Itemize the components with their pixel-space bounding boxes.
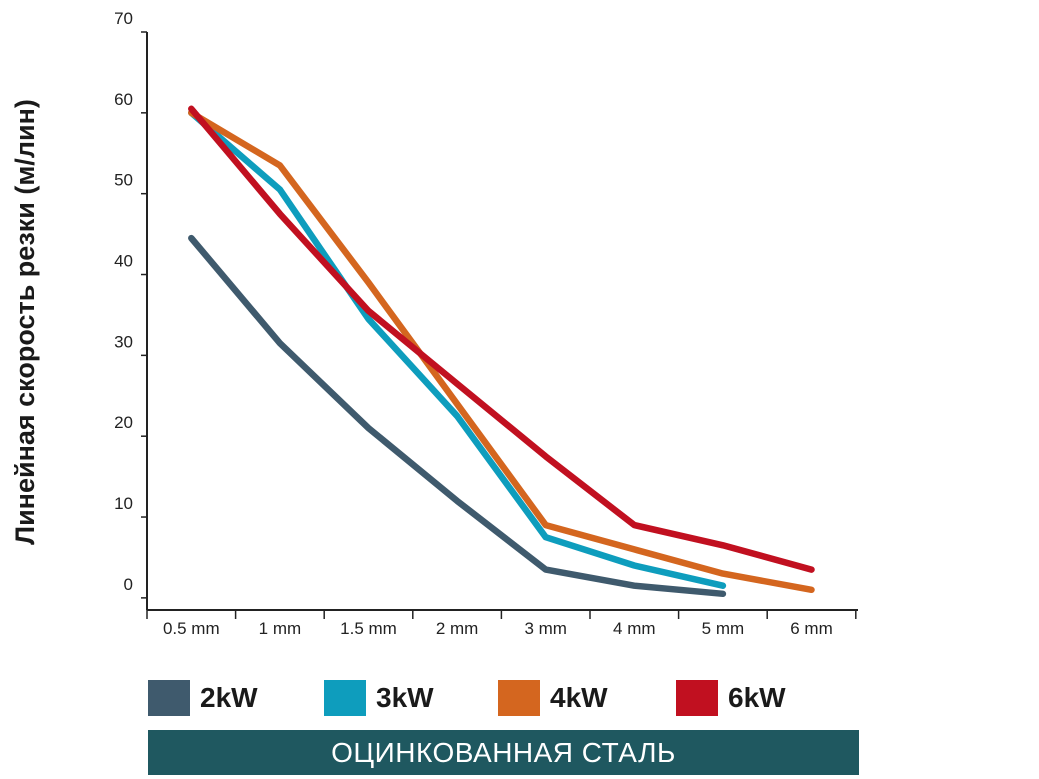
data-point-2kw <box>721 592 725 596</box>
legend-swatch-6kw <box>676 680 718 716</box>
x-tick-label: 3 mm <box>524 619 567 638</box>
data-point-3kw <box>721 584 725 588</box>
x-tick-label: 1.5 mm <box>340 619 397 638</box>
data-point-2kw <box>278 341 282 345</box>
data-point-4kw <box>721 572 725 576</box>
data-point-4kw <box>455 402 459 406</box>
series-line-3kw <box>188 109 727 589</box>
data-point-6kw <box>810 568 813 572</box>
data-point-2kw <box>632 584 636 588</box>
material-banner-text: ОЦИНКОВАННАЯ СТАЛЬ <box>331 736 676 768</box>
data-point-6kw <box>632 523 636 527</box>
data-point-4kw <box>367 281 370 285</box>
x-tick-label: 1 mm <box>259 619 302 638</box>
y-tick-label: 20 <box>114 413 133 432</box>
data-point-6kw <box>189 107 193 111</box>
legend-label-4kw: 4kW <box>550 682 608 713</box>
data-point-2kw <box>367 426 370 430</box>
x-tick-label: 6 mm <box>790 619 833 638</box>
data-point-6kw <box>367 309 370 313</box>
data-point-4kw <box>632 547 636 551</box>
y-axis-title: Линейная скорость резки (м/лин) <box>10 99 40 545</box>
series-line-6kw <box>188 105 815 573</box>
data-point-6kw <box>721 543 725 547</box>
y-tick-label: 40 <box>114 252 133 271</box>
legend-swatch-3kw <box>324 680 366 716</box>
data-point-6kw <box>455 382 459 386</box>
legend-label-2kw: 2kW <box>200 682 258 713</box>
data-point-3kw <box>278 188 282 192</box>
series-lines <box>188 105 815 598</box>
x-tick-label: 0.5 mm <box>163 619 220 638</box>
data-point-6kw <box>278 212 282 216</box>
x-tick-label: 4 mm <box>613 619 656 638</box>
legend-item-2kw: 2kW <box>148 678 258 718</box>
legend-item-4kw: 4kW <box>498 678 608 718</box>
legend: 2kW 3kW 4kW 6kW <box>148 678 868 718</box>
legend-label-3kw: 3kW <box>376 682 434 713</box>
y-tick-label: 60 <box>114 90 133 109</box>
series-line-4kw <box>188 109 815 594</box>
y-tick-label: 0 <box>124 575 133 594</box>
data-point-4kw <box>544 523 548 527</box>
x-tick-label: 5 mm <box>702 619 745 638</box>
data-point-6kw <box>544 454 548 458</box>
legend-label-6kw: 6kW <box>728 682 786 713</box>
data-point-3kw <box>455 414 459 418</box>
y-axis: 0 10 20 30 40 50 60 70 <box>114 9 148 610</box>
data-point-3kw <box>544 535 548 539</box>
data-point-3kw <box>632 564 636 568</box>
line-chart: 0 10 20 30 40 50 60 70 0.5 mm 1 mm 1.5 mm 2 mm 3 mm… <box>10 9 858 638</box>
data-point-4kw <box>810 588 813 592</box>
data-point-4kw <box>278 163 282 167</box>
legend-item-3kw: 3kW <box>324 678 434 718</box>
y-tick-label: 50 <box>114 171 133 190</box>
legend-swatch-4kw <box>498 680 540 716</box>
y-tick-label: 10 <box>114 494 133 513</box>
data-point-2kw <box>455 499 459 503</box>
data-point-3kw <box>367 317 370 321</box>
x-tick-label: 2 mm <box>436 619 479 638</box>
legend-swatch-2kw <box>148 680 190 716</box>
legend-item-6kw: 6kW <box>676 678 786 718</box>
data-point-2kw <box>189 236 193 240</box>
y-tick-label: 70 <box>114 9 133 28</box>
material-banner: ОЦИНКОВАННАЯ СТАЛЬ <box>148 730 859 775</box>
data-point-2kw <box>544 568 548 572</box>
y-tick-label: 30 <box>114 332 133 351</box>
x-axis: 0.5 mm 1 mm 1.5 mm 2 mm 3 mm 4 mm 5 mm 6 mm <box>146 609 858 638</box>
